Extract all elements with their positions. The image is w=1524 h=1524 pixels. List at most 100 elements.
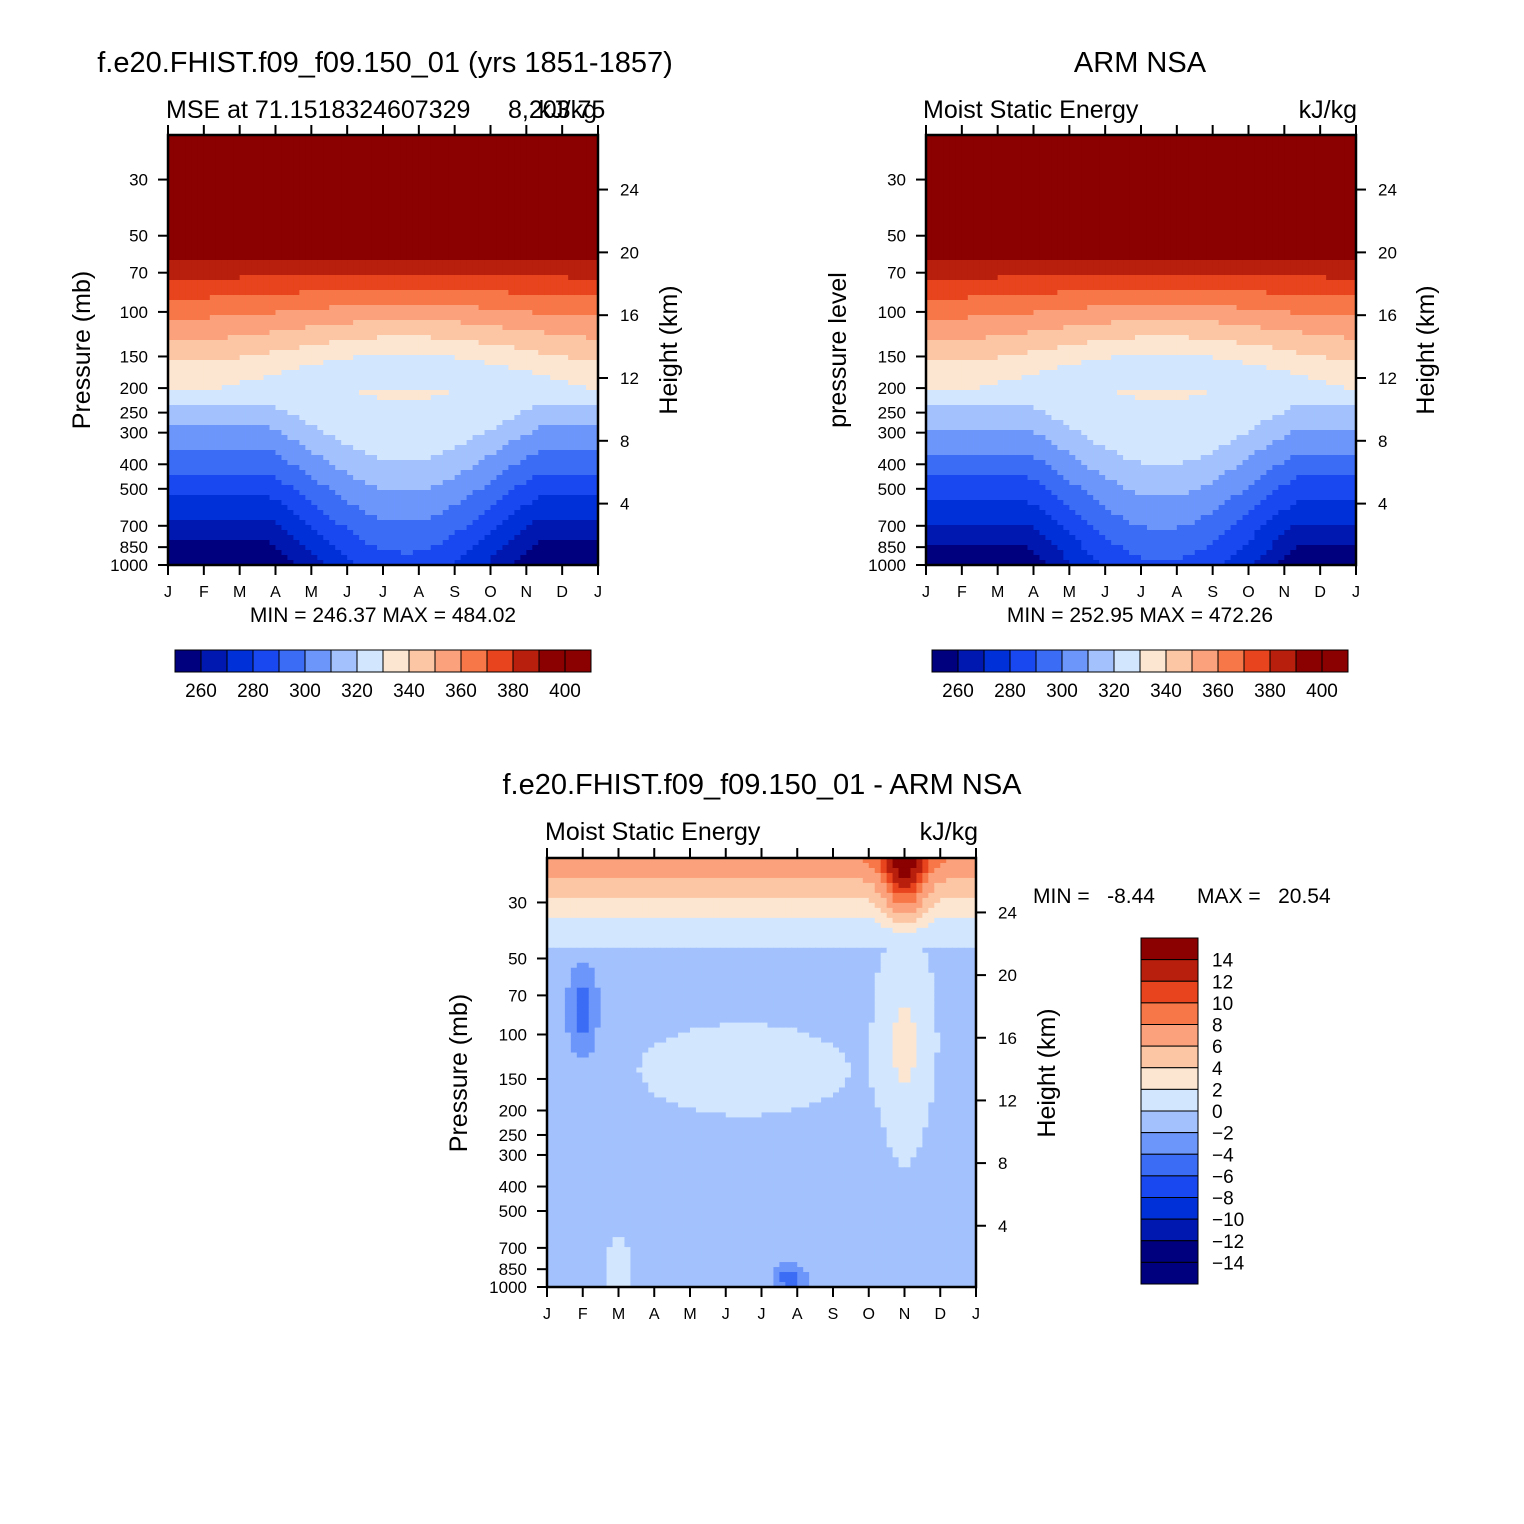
contour-cell	[216, 375, 223, 381]
contour-cell	[281, 245, 288, 251]
contour-cell	[258, 385, 265, 391]
contour-cell	[299, 330, 306, 336]
contour-cell	[461, 365, 468, 371]
contour-cell	[311, 345, 318, 351]
contour-cell	[281, 325, 288, 331]
contour-cell	[419, 185, 426, 191]
contour-cell	[252, 325, 259, 331]
contour-cell	[305, 280, 312, 286]
contour-cell	[180, 350, 187, 356]
contour-cell	[174, 400, 181, 406]
contour-cell	[204, 395, 211, 401]
contour-cell	[305, 375, 312, 381]
contour-cell	[299, 360, 306, 366]
contour-cell	[473, 390, 480, 396]
contour-cell	[204, 210, 211, 216]
contour-cell	[437, 270, 444, 276]
contour-cell	[323, 320, 330, 326]
contour-cell	[461, 335, 468, 341]
contour-cell	[293, 145, 300, 151]
contour-cell	[329, 315, 336, 321]
contour-cell	[252, 195, 259, 201]
contour-cell	[287, 315, 294, 321]
contour-cell	[431, 155, 438, 161]
contour-cell	[210, 245, 217, 251]
contour-cell	[395, 220, 402, 226]
contour-cell	[323, 140, 330, 146]
contour-cell	[252, 205, 259, 211]
contour-cell	[479, 235, 486, 241]
contour-cell	[485, 395, 492, 401]
contour-cell	[276, 220, 283, 226]
contour-cell	[449, 285, 456, 291]
contour-cell	[258, 340, 265, 346]
contour-cell	[234, 400, 241, 406]
contour-cell	[413, 225, 420, 231]
contour-cell	[425, 200, 432, 206]
contour-cell	[216, 345, 223, 351]
contour-cell	[317, 325, 324, 331]
contour-cell	[514, 300, 521, 306]
contour-cell	[485, 275, 492, 281]
contour-cell	[198, 245, 205, 251]
contour-cell	[335, 205, 342, 211]
contour-cell	[586, 250, 593, 256]
contour-cell	[377, 330, 384, 336]
contour-cell	[586, 215, 593, 221]
contour-cell	[437, 220, 444, 226]
contour-cell	[281, 405, 288, 411]
contour-cell	[502, 340, 509, 346]
contour-cell	[252, 405, 259, 411]
contour-cell	[467, 155, 474, 161]
contour-cell	[574, 255, 581, 261]
contour-cell	[550, 390, 557, 396]
contour-cell	[281, 360, 288, 366]
contour-cell	[580, 275, 587, 281]
contour-cell	[174, 405, 181, 411]
contour-cell	[222, 315, 229, 321]
contour-cell	[586, 210, 593, 216]
contour-cell	[311, 285, 318, 291]
contour-cell	[401, 170, 408, 176]
contour-cell	[443, 330, 450, 336]
contour-cell	[556, 230, 563, 236]
contour-cell	[586, 325, 593, 331]
contour-cell	[305, 245, 312, 251]
contour-cell	[514, 335, 521, 341]
contour-cell	[281, 295, 288, 301]
contour-cell	[389, 400, 396, 406]
contour-cell	[437, 165, 444, 171]
contour-cell	[580, 330, 587, 336]
contour-cell	[544, 240, 551, 246]
contour-cell	[329, 285, 336, 291]
contour-cell	[574, 365, 581, 371]
contour-cell	[395, 285, 402, 291]
contour-cell	[299, 150, 306, 156]
contour-cell	[574, 160, 581, 166]
contour-cell	[568, 345, 575, 351]
contour-cell	[467, 350, 474, 356]
contour-cell	[544, 265, 551, 271]
contour-cell	[252, 345, 259, 351]
contour-cell	[395, 215, 402, 221]
contour-cell	[520, 255, 527, 261]
contour-cell	[329, 365, 336, 371]
contour-cell	[341, 370, 348, 376]
contour-cell	[317, 180, 324, 186]
contour-cell	[413, 195, 420, 201]
contour-cell	[526, 335, 533, 341]
contour-cell	[556, 255, 563, 261]
contour-cell	[371, 250, 378, 256]
contour-cell	[485, 185, 492, 191]
contour-cell	[491, 225, 498, 231]
panel-left-title: MSE at 71.1518324607329	[166, 96, 470, 124]
contour-cell	[526, 265, 533, 271]
contour-cell	[538, 265, 545, 271]
contour-cell	[425, 395, 432, 401]
contour-cell	[556, 315, 563, 321]
contour-cell	[359, 170, 366, 176]
contour-cell	[389, 240, 396, 246]
contour-cell	[455, 375, 462, 381]
contour-cell	[419, 150, 426, 156]
contour-cell	[383, 140, 390, 146]
